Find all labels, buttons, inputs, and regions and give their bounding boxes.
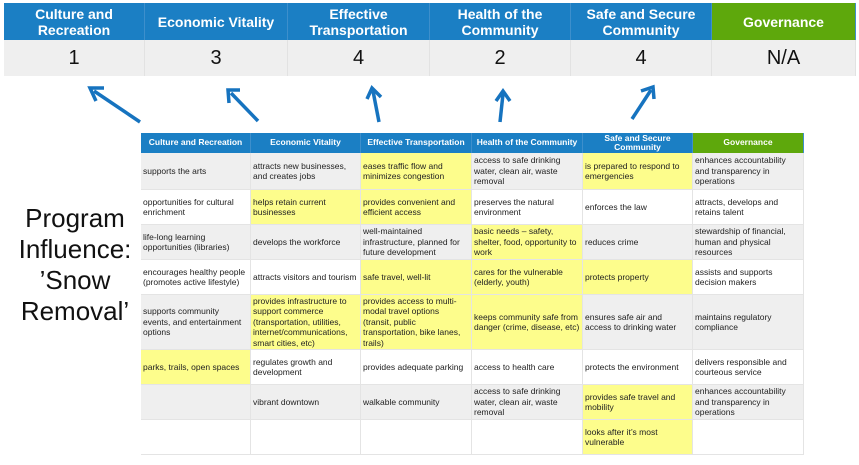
matrix-cell: well-maintained infrastructure, planned …	[361, 225, 472, 260]
arrow-icon	[93, 89, 141, 124]
matrix-cell: stewardship of financial, human and phys…	[693, 225, 804, 260]
score-header: Effective Transportation	[288, 3, 430, 40]
matrix-cell: cares for the vulnerable (elderly, youth…	[472, 260, 583, 295]
matrix-cell: basic needs – safety, shelter, food, opp…	[472, 225, 583, 260]
matrix-cell: keeps community safe from danger (crime,…	[472, 295, 583, 350]
matrix-cell: access to safe drinking water, clean air…	[472, 385, 583, 420]
arrow-head-icon	[494, 87, 512, 103]
matrix-cell: enhances accountability and transparency…	[693, 385, 804, 420]
arrow-icon	[498, 93, 505, 123]
matrix-cell: protects property	[583, 260, 693, 295]
matrix-cell: eases traffic flow and minimizes congest…	[361, 153, 472, 190]
matrix-header: Governance	[693, 133, 804, 153]
arrow-icon	[371, 90, 381, 123]
matrix-cell: parks, trails, open spaces	[141, 350, 251, 385]
matrix-cell	[141, 420, 251, 455]
matrix-cell: delivers responsible and courteous servi…	[693, 350, 804, 385]
program-influence-label: Program Influence: ’Snow Removal’	[0, 203, 150, 327]
arrow-head-icon	[640, 84, 656, 100]
matrix-cell: supports community events, and entertain…	[141, 295, 251, 350]
matrix-cell: provides access to multi-modal travel op…	[361, 295, 472, 350]
score-value: 4	[288, 40, 430, 76]
matrix-cell: provides convenient and efficient access	[361, 190, 472, 225]
matrix-cell: vibrant downtown	[251, 385, 361, 420]
score-value: 2	[430, 40, 571, 76]
matrix-cell: reduces crime	[583, 225, 693, 260]
matrix-header: Effective Transportation	[361, 133, 472, 153]
matrix-cell: enforces the law	[583, 190, 693, 225]
matrix-cell: regulates growth and development	[251, 350, 361, 385]
matrix-cell: access to health care	[472, 350, 583, 385]
matrix-cell	[472, 420, 583, 455]
matrix-cell: is prepared to respond to emergencies	[583, 153, 693, 190]
label-line: ’Snow	[39, 265, 111, 295]
matrix-cell	[251, 420, 361, 455]
score-value: N/A	[712, 40, 856, 76]
score-header: Economic Vitality	[145, 3, 288, 40]
matrix-header: Health of the Community	[472, 133, 583, 153]
matrix-cell: enhances accountability and transparency…	[693, 153, 804, 190]
score-value: 1	[4, 40, 145, 76]
arrow-icon	[229, 91, 260, 123]
matrix-cell	[693, 420, 804, 455]
matrix-cell: ensures safe air and access to drinking …	[583, 295, 693, 350]
matrix-cell: opportunities for cultural enrichment	[141, 190, 251, 225]
matrix-cell: attracts visitors and tourism	[251, 260, 361, 295]
score-header: Culture and Recreation	[4, 3, 145, 40]
matrix-cell: assists and supports decision makers	[693, 260, 804, 295]
matrix-cell	[361, 420, 472, 455]
matrix-cell	[141, 385, 251, 420]
matrix-cell: attracts new businesses, and creates job…	[251, 153, 361, 190]
score-value: 4	[571, 40, 712, 76]
matrix-cell: access to safe drinking water, clean air…	[472, 153, 583, 190]
score-header: Governance	[712, 3, 856, 40]
matrix-cell: helps retain current businesses	[251, 190, 361, 225]
arrow-head-icon	[87, 86, 104, 102]
label-line: Program	[25, 203, 125, 233]
matrix-cell: supports the arts	[141, 153, 251, 190]
matrix-cell: provides safe travel and mobility	[583, 385, 693, 420]
score-value: 3	[145, 40, 288, 76]
score-header: Safe and Secure Community	[571, 3, 712, 40]
matrix-header: Safe and Secure Community	[583, 133, 693, 153]
matrix-cell: walkable community	[361, 385, 472, 420]
matrix-cell: protects the environment	[583, 350, 693, 385]
matrix-cell: attracts, develops and retains talent	[693, 190, 804, 225]
matrix-cell: looks after it’s most vulnerable	[583, 420, 693, 455]
matrix-cell: encourages healthy people (promotes acti…	[141, 260, 251, 295]
matrix-cell: provides infrastructure to support comme…	[251, 295, 361, 350]
score-header: Health of the Community	[430, 3, 571, 40]
matrix-cell: develops the workforce	[251, 225, 361, 260]
matrix-cell: safe travel, well-lit	[361, 260, 472, 295]
matrix-header: Economic Vitality	[251, 133, 361, 153]
matrix-cell: provides adequate parking	[361, 350, 472, 385]
label-line: Removal’	[20, 296, 130, 326]
label-line: Influence:	[18, 234, 132, 264]
arrow-head-icon	[365, 84, 383, 100]
score-summary-table: Culture and Recreation Economic Vitality E…	[4, 3, 856, 76]
matrix-cell: life-long learning opportunities (librar…	[141, 225, 251, 260]
matrix-header: Culture and Recreation	[141, 133, 251, 153]
arrow-head-icon	[226, 88, 240, 104]
matrix-cell: preserves the natural environment	[472, 190, 583, 225]
arrow-icon	[630, 89, 653, 120]
matrix-cell: maintains regulatory compliance	[693, 295, 804, 350]
